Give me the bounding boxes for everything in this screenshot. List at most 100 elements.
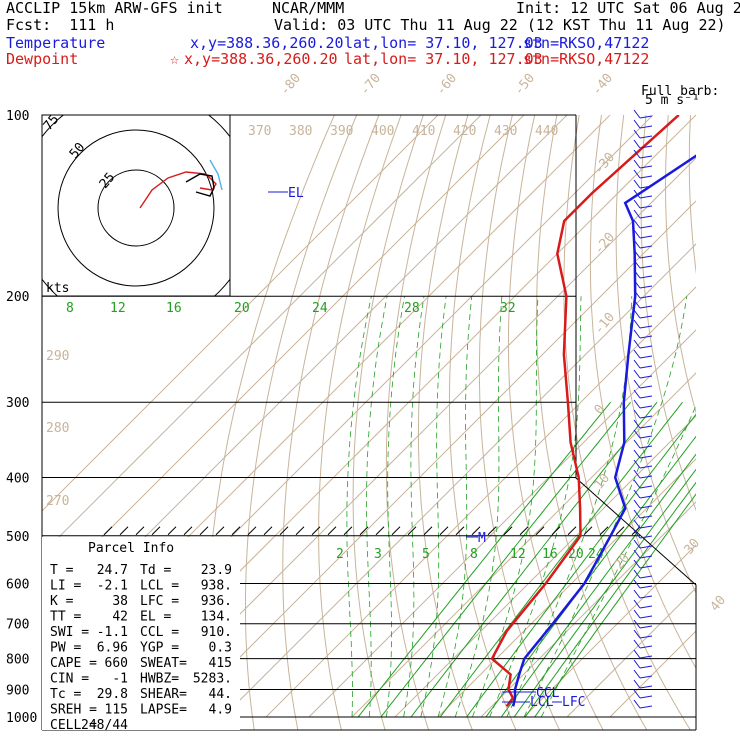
- legend-dewpoint-xy: x,y=388.36,260.20: [184, 50, 338, 68]
- sounding-series: [490, 115, 696, 708]
- wind-barb: [639, 205, 653, 209]
- parcel-info-table: T = 24.7 Td = 23.9 LI = -2.1 LCL = 938. K = 38 LFC…: [50, 563, 232, 733]
- hatch-mark: [615, 526, 625, 536]
- parcel-info-cell: SREH =: [50, 703, 97, 718]
- isotherm-line: [523, 544, 696, 718]
- parcel-info-cell: 134.: [201, 610, 232, 625]
- mixing-ratio-label: 3: [374, 547, 382, 562]
- mixing-ratio-label: 16: [542, 547, 558, 562]
- wind-barb: [639, 605, 653, 609]
- wind-barb: [639, 345, 653, 349]
- wind-barb: [639, 455, 653, 459]
- parcel-info-cell: 6.96: [97, 641, 128, 656]
- wind-barb-feather: [633, 539, 641, 549]
- wind-barb: [639, 235, 653, 239]
- dry-adiabat-line: [640, 115, 696, 512]
- parcel-info-cell: SHEAR=: [140, 687, 187, 702]
- parcel-info-cell: 24.7: [97, 563, 128, 578]
- pressure-label: 200: [6, 290, 29, 305]
- hatch-mark: [343, 526, 353, 536]
- wind-barb-feather: [633, 139, 641, 149]
- hatch-mark: [247, 526, 257, 536]
- wind-barb-feather: [633, 339, 641, 349]
- level-500-hatching: [103, 526, 641, 536]
- parcel-info-cell: 910.: [201, 625, 232, 640]
- parcel-info-cell: 42: [112, 610, 128, 625]
- hatch-mark: [439, 526, 449, 536]
- theta-labels: 370 380 390 400 410 420 430 440 290 280 270: [46, 124, 558, 509]
- dry-adiabat-line: [448, 115, 517, 730]
- wind-barb-feather: [633, 419, 641, 429]
- wind-barb: [639, 435, 653, 439]
- wind-barb-feather: [633, 149, 641, 159]
- wind-barb: [639, 195, 653, 199]
- hatch-mark: [375, 526, 385, 536]
- mixing-ratio-label: 24: [312, 301, 328, 316]
- wind-barb: [639, 275, 653, 279]
- wind-barb: [639, 355, 653, 359]
- pressure-label: 300: [6, 396, 29, 411]
- wind-barb-feather: [633, 189, 641, 199]
- wind-barb: [639, 225, 653, 229]
- mixing-ratio-label: 8: [66, 301, 74, 316]
- hatch-mark: [455, 526, 465, 536]
- wind-barb-feather: [633, 299, 641, 309]
- parcel-info-cell: PW =: [50, 641, 81, 656]
- wind-barb-feather: [633, 479, 641, 489]
- parcel-info-cell: -1: [112, 672, 128, 687]
- parcel-info-cell: LI =: [50, 579, 81, 594]
- mixing-ratio-label: 5: [422, 547, 430, 562]
- theta-label: 420: [453, 124, 476, 139]
- moist-adiabat-line: [386, 296, 405, 718]
- wind-barb-feather: [633, 689, 641, 699]
- wind-barb-feather: [633, 169, 641, 179]
- dry-adiabat-line: [507, 115, 604, 730]
- parcel-info-cell: CIN =: [50, 672, 89, 687]
- isotherm-line: [480, 501, 696, 718]
- isotherm-label: -40: [590, 71, 617, 99]
- wind-barb-feather: [633, 579, 641, 589]
- hodograph: 25 50 75 kts: [41, 112, 231, 297]
- mixing-ratio-label: 24: [588, 547, 604, 562]
- dry-adiabat-line: [318, 115, 402, 730]
- theta-label: 270: [46, 494, 69, 509]
- mixing-ratio-labels: 8 12 16 20 24 28 32 2 3 5 8 12 16 20 24: [66, 301, 604, 562]
- dry-adiabat-line: [615, 115, 696, 595]
- parcel-info-cell: CCL =: [140, 625, 179, 640]
- parcel-info-cell: 936.: [201, 594, 232, 609]
- legend-temperature-label: Temperature: [6, 34, 106, 52]
- theta-label: 430: [494, 124, 517, 139]
- wind-barb: [639, 705, 653, 709]
- wind-barb: [639, 385, 653, 389]
- wind-barb-feather: [633, 179, 641, 189]
- hatch-mark: [503, 526, 513, 536]
- hatch-mark: [551, 526, 561, 536]
- wind-barb-feather: [633, 599, 641, 609]
- mixing-ratio-label: 12: [110, 301, 126, 316]
- hatch-mark: [535, 526, 545, 536]
- wind-barb-feather: [633, 639, 641, 649]
- wind-barb: [639, 335, 653, 339]
- mixing-ratio-line: [513, 468, 696, 718]
- legend-dewpoint-stn: stn=RKSO,47122: [523, 50, 650, 68]
- hatch-mark: [295, 526, 305, 536]
- wind-barb-feather: [633, 159, 641, 169]
- parcel-info-cell: YGP =: [140, 641, 179, 656]
- isotherm-line: [222, 243, 696, 718]
- wind-barb: [639, 125, 653, 129]
- dewpoint-profile-line: [490, 115, 680, 708]
- wind-barb-feather: [633, 569, 641, 579]
- el-label: EL: [288, 186, 304, 201]
- wind-barb: [639, 315, 653, 319]
- mixing-ratio-line: [380, 401, 631, 718]
- wind-barb-feather: [633, 319, 641, 329]
- dry-adiabat-line: [417, 115, 473, 730]
- mixing-ratio-line: [439, 401, 683, 718]
- parcel-info-cell: SWI =: [50, 625, 89, 640]
- wind-barb-feather: [633, 229, 641, 239]
- parcel-info-cell: 0.3: [209, 641, 232, 656]
- theta-label: 390: [330, 124, 353, 139]
- parcel-info-cell: 38: [112, 594, 128, 609]
- wind-barb-feather: [633, 449, 641, 459]
- parcel-info-cell: K =: [50, 594, 74, 609]
